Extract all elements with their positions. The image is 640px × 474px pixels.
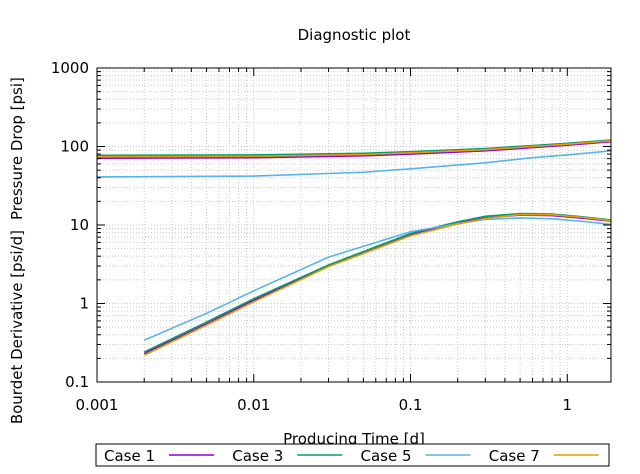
series-case-7-pressure-line <box>96 140 612 158</box>
x-tick-label: 0.01 <box>237 396 270 414</box>
x-tick-label: 0.001 <box>76 396 119 414</box>
series-case-1-pressure-line <box>96 140 612 159</box>
y-axis-title-right: Pressure Drop [psi] <box>8 77 26 220</box>
legend-label-case-5: Case 5 <box>361 447 412 465</box>
series-case-3-derivative-line <box>143 212 612 353</box>
legend-label-case-7: Case 7 <box>489 447 540 465</box>
y-tick-label: 1000 <box>51 59 89 77</box>
legend-label-case-3: Case 3 <box>232 447 283 465</box>
y-tick-label: 1 <box>79 295 89 313</box>
chart-title: Diagnostic plot <box>298 26 411 44</box>
series-case-7-derivative-line <box>143 213 612 356</box>
plot-area <box>96 139 612 356</box>
y-axis-title-left: Bourdet Derivative [psi/d] <box>8 230 26 424</box>
plot-frame <box>96 67 612 383</box>
grid <box>96 67 611 383</box>
y-tick-label: 100 <box>60 138 89 156</box>
x-tick-label: 0.1 <box>399 396 423 414</box>
legend: Case 1 Case 3 Case 5 Case 7 <box>95 443 610 467</box>
series-case-5-pressure-line <box>96 150 612 178</box>
x-tick-label: 1 <box>563 396 573 414</box>
y-tick-label: 0.1 <box>65 373 89 391</box>
series-case-1-derivative-line <box>143 214 612 355</box>
axis-ticks: 0.001 0.01 0.1 1 0.1 1 10 100 1000 <box>51 59 611 414</box>
y-tick-label: 10 <box>70 216 89 234</box>
series-case-3-pressure-line <box>96 139 612 157</box>
legend-label-case-1: Case 1 <box>104 447 155 465</box>
legend-box <box>95 443 610 467</box>
